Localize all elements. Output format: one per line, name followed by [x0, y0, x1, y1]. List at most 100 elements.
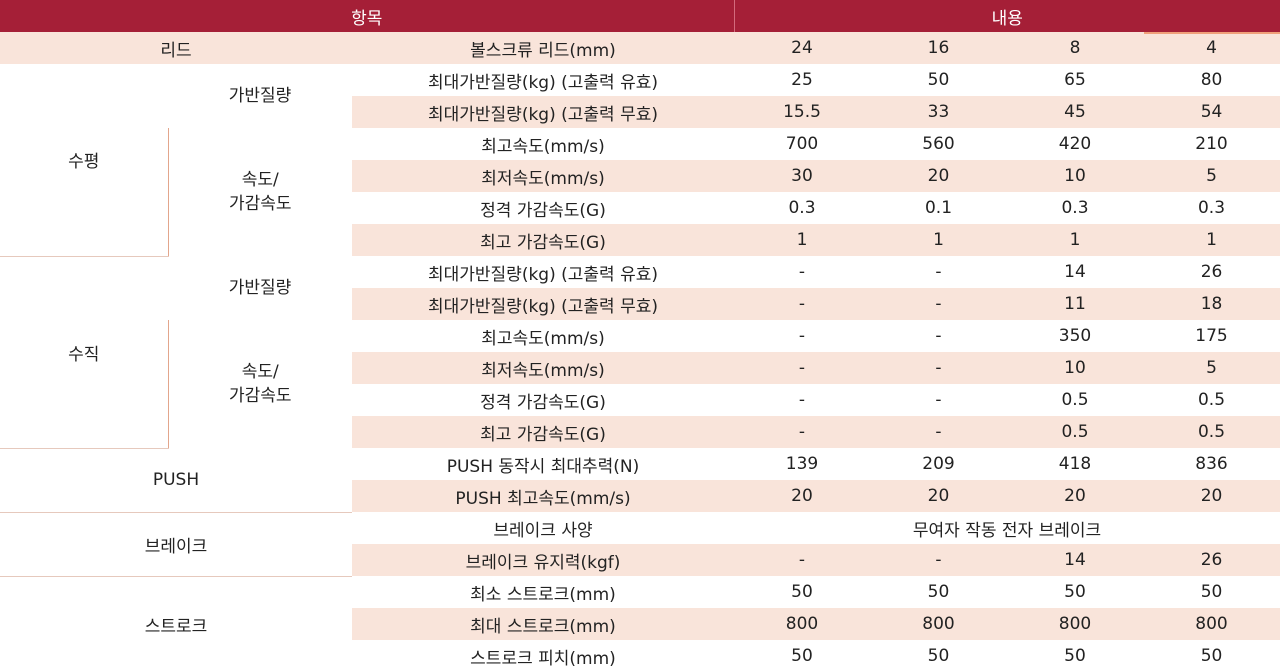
table-row: 최대가반질량(kg) (고출력 무효) 15.5 33 45 54 [0, 96, 1280, 128]
value-cell: - [798, 262, 806, 282]
value-cell: 20 [870, 480, 1007, 512]
value-cell: 20 [1007, 480, 1143, 512]
row-name: 브레이크 사양 [493, 520, 593, 541]
value-cell: 50 [1200, 646, 1223, 666]
value-cell: 10 [1007, 352, 1143, 384]
value-cell: 420 [1058, 134, 1092, 154]
value-cell: 14 [1007, 544, 1143, 576]
value-cell: 20 [734, 480, 870, 512]
value-cell: 836 [1195, 454, 1228, 474]
value-cell: - [734, 544, 870, 576]
row-name: 정격 가감속도(G) [480, 392, 606, 413]
value-cell: 10 [1007, 160, 1143, 192]
value-cell: 800 [1143, 608, 1280, 640]
table-row: 정격 가감속도(G) - - 0.5 0.5 [0, 384, 1280, 416]
value-cell: - [798, 390, 806, 410]
row-name: 스트로크 피치(mm) [470, 648, 616, 669]
subgroup-speed-line1: 속도/ [241, 170, 279, 190]
value-cell: 33 [870, 96, 1007, 128]
group-brake: 브레이크 [0, 512, 352, 577]
value-cell: 80 [1200, 70, 1223, 90]
value-cell: 418 [1058, 454, 1092, 474]
subgroup-speed-line2: 가감속도 [228, 386, 292, 406]
value-cell: 0.5 [1197, 390, 1226, 410]
value-cell: - [935, 326, 942, 346]
group-stroke: 스트로크 [0, 576, 352, 672]
value-cell: - [870, 416, 1007, 448]
subgroup-speed: 속도/ 가감속도 [167, 128, 352, 256]
value-cell: 20 [870, 160, 1007, 192]
value-cell: 175 [1195, 326, 1228, 346]
table-row: 최저속도(mm/s) 30 20 10 5 [0, 160, 1280, 192]
value-cell: 800 [1007, 608, 1143, 640]
value-cell: 11 [1007, 288, 1143, 320]
header-content: 내용 [734, 0, 1280, 32]
value-cell: - [935, 390, 942, 410]
value-cell: 26 [1200, 262, 1223, 282]
lead-label: 리드 [0, 32, 352, 64]
row-name: 최저속도(mm/s) [352, 352, 734, 384]
row-name: 최대가반질량(kg) (고출력 무효) [352, 288, 734, 320]
row-name: 최저속도(mm/s) [352, 160, 734, 192]
value-cell: 5 [1143, 352, 1280, 384]
value-cell: 1 [1143, 224, 1280, 256]
header-item: 항목 [0, 0, 735, 32]
value-cell: 560 [922, 134, 955, 154]
table-row: 속도/ 가감속도 최고속도(mm/s) 700 560 420 210 [0, 128, 1280, 256]
value-cell: 209 [922, 454, 955, 474]
value-cell: 50 [927, 70, 950, 90]
value-cell: 1 [870, 224, 1007, 256]
row-name: 최소 스트로크(mm) [470, 584, 616, 605]
table-row: 최고 가감속도(G) 1 1 1 1 [0, 224, 1280, 256]
row-name: 최대가반질량(kg) (고출력 유효) [427, 264, 658, 285]
value-cell: 1 [734, 224, 870, 256]
table-row: 수평 가반질량 최대가반질량(kg) (고출력 유효) 25 50 65 80 [0, 64, 1280, 257]
value-cell: 26 [1143, 544, 1280, 576]
value-cell: 50 [1064, 646, 1086, 666]
value-cell: 139 [785, 454, 819, 474]
value-cell: 50 [927, 646, 950, 666]
row-name: 정격 가감속도(G) [480, 200, 606, 221]
table-row: 최저속도(mm/s) - - 10 5 [0, 352, 1280, 384]
group-horizontal: 수평 [0, 64, 168, 257]
value-cell: 5 [1143, 160, 1280, 192]
table-row: 최대 스트로크(mm) 800 800 800 800 [0, 608, 1280, 640]
value-cell: 0.1 [924, 198, 953, 218]
value-cell: - [734, 352, 870, 384]
subgroup-payload: 가반질량 [168, 64, 352, 128]
value-cell: 0.5 [1061, 390, 1089, 410]
value-cell: 210 [1195, 134, 1228, 154]
table-row: 최대가반질량(kg) (고출력 무효) - - 11 18 [0, 288, 1280, 320]
table-row: 최고 가감속도(G) - - 0.5 0.5 [0, 416, 1280, 448]
value-cell: 4 [1143, 32, 1280, 64]
row-name: PUSH 동작시 최대추력(N) [446, 456, 640, 477]
table-header-row: 항목 내용 [0, 0, 1280, 32]
value-cell: 1 [1007, 224, 1143, 256]
group-vertical: 수직 [0, 256, 168, 449]
value-cell: - [935, 262, 942, 282]
value-cell: 18 [1143, 288, 1280, 320]
value-cell: 700 [785, 134, 819, 154]
row-name: 볼스크류 리드(mm) [352, 32, 734, 64]
value-cell: 800 [870, 608, 1007, 640]
value-cell: - [798, 326, 806, 346]
value-cell: 8 [1007, 32, 1143, 64]
table-row: 스트로크 피치(mm) 50 50 50 50 [0, 640, 1280, 672]
value-cell: 0.5 [1143, 416, 1280, 448]
group-push: PUSH [0, 448, 352, 513]
value-cell: 14 [1064, 262, 1086, 282]
subgroup-speed: 속도/ 가감속도 [167, 320, 352, 448]
value-cell: 45 [1007, 96, 1143, 128]
value-cell: 50 [1200, 582, 1223, 602]
table-row: 리드 볼스크류 리드(mm) 24 16 8 4 [0, 32, 1280, 64]
value-cell: 0.5 [1007, 416, 1143, 448]
value-cell: - [870, 352, 1007, 384]
value-cell: 50 [791, 582, 813, 602]
value-cell: 15.5 [734, 96, 870, 128]
value-cell: 24 [734, 32, 870, 64]
value-cell: 30 [734, 160, 870, 192]
value-cell: 50 [1064, 582, 1086, 602]
value-cell: 25 [791, 70, 813, 90]
value-cell: 65 [1064, 70, 1086, 90]
